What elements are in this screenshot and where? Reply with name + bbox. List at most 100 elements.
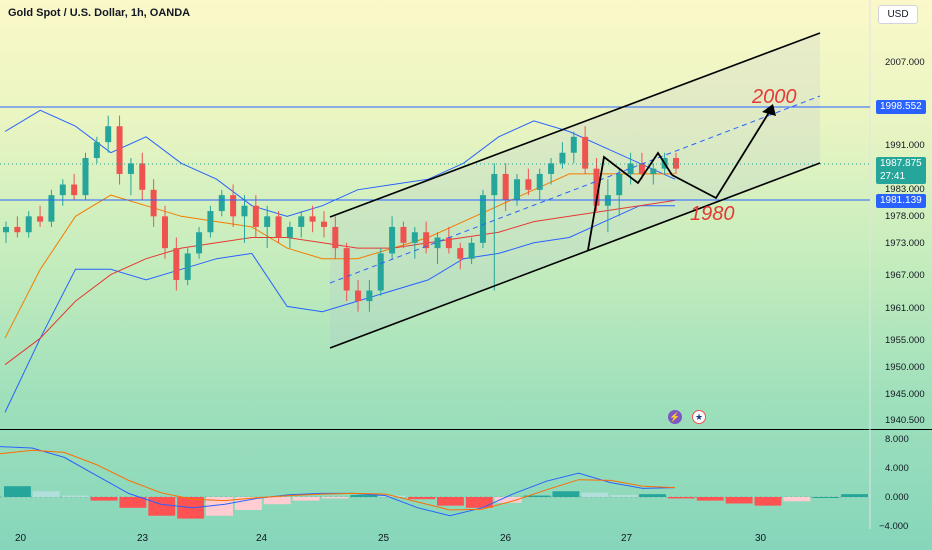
candle-body <box>173 248 180 280</box>
macd-tick: 0.000 <box>885 492 909 503</box>
candle-body <box>570 136 577 153</box>
lightning-event-icon[interactable]: ⚡ <box>668 410 682 424</box>
candle-body <box>638 163 645 174</box>
macd-histogram-bar <box>552 491 580 497</box>
candle-body <box>184 253 191 280</box>
candle-body <box>320 221 327 227</box>
candle-body <box>616 173 623 196</box>
candle-body <box>423 232 430 249</box>
candle-body <box>207 211 214 233</box>
time-tick: 20 <box>15 533 27 544</box>
candle-body <box>161 216 168 249</box>
macd-histogram-bar <box>667 497 695 499</box>
macd-histogram-bar <box>437 497 464 506</box>
macd-histogram-bar <box>841 494 868 497</box>
target-2000-label: 2000 <box>752 86 797 108</box>
macd-panel <box>0 429 932 529</box>
macd-lines <box>0 446 676 517</box>
time-tick: 24 <box>256 533 268 544</box>
channel-upper-line <box>329 32 821 218</box>
candle-body <box>275 216 282 238</box>
macd-histogram-bar <box>754 497 782 506</box>
ma-red-line <box>4 199 676 366</box>
channel-fill <box>330 33 820 348</box>
candle-body <box>343 248 350 291</box>
candle-body <box>650 168 657 174</box>
price-tick: 1955.000 <box>885 335 925 346</box>
candle-body <box>445 237 452 249</box>
macd-histogram-bar <box>148 497 176 516</box>
target-1980-label: 1980 <box>690 203 735 225</box>
candle-body <box>434 237 441 249</box>
macd-histogram-bar <box>696 497 724 501</box>
candle-body <box>14 226 21 233</box>
macd-histogram-bar <box>32 491 60 497</box>
macd-histogram-bar <box>581 492 609 497</box>
candle-body <box>241 205 248 217</box>
candle-body <box>525 179 532 190</box>
price-tick: 1983.000 <box>885 184 925 195</box>
currency-button[interactable]: USD <box>878 5 918 24</box>
macd-histogram-bar <box>119 497 147 508</box>
candle-body <box>25 216 32 233</box>
macd-histogram-bar <box>408 497 435 500</box>
candle-body <box>230 195 237 217</box>
macd-histogram-bar <box>263 497 291 505</box>
macd-tick: 8.000 <box>885 434 909 445</box>
moving-averages <box>4 173 676 366</box>
candle-body <box>196 232 203 254</box>
macd-histogram-bar <box>4 486 31 497</box>
candle-body <box>673 158 679 169</box>
candle-body <box>559 152 566 164</box>
candle-body <box>252 205 259 227</box>
candlestick-series <box>3 115 679 312</box>
macd-histogram-bar <box>639 494 666 497</box>
candle-body <box>309 216 316 222</box>
candle-body <box>582 136 589 169</box>
candle-countdown: 27:41 <box>880 171 906 182</box>
price-tick: 2007.000 <box>885 57 925 68</box>
price-tick: 1978.000 <box>885 211 925 222</box>
candle-body <box>3 226 9 233</box>
projection-arrowhead <box>762 104 776 116</box>
macd-histogram-bar <box>61 495 89 497</box>
channel-lower-line <box>329 162 821 349</box>
time-tick: 30 <box>755 533 767 544</box>
candle-body <box>400 226 407 243</box>
candle-body <box>298 216 305 227</box>
candle-body <box>457 248 464 259</box>
macd-histogram <box>4 486 868 519</box>
candle-body <box>389 226 396 254</box>
current-price-value: 1987.875 <box>880 158 922 169</box>
time-tick: 27 <box>621 533 633 544</box>
macd-histogram-bar <box>234 497 262 510</box>
price-tick: 1967.000 <box>885 270 925 281</box>
support-price-tag: 1981.139 <box>876 194 926 208</box>
macd-histogram-bar <box>494 497 522 503</box>
macd-histogram-bar <box>321 497 349 499</box>
price-tick: 1961.000 <box>885 303 925 314</box>
macd-histogram-bar <box>812 497 840 498</box>
chart-title: Gold Spot / U.S. Dollar, 1h, OANDA <box>8 7 191 19</box>
macd-histogram-bar <box>292 497 320 501</box>
candle-body <box>127 163 134 174</box>
price-tick: 1973.000 <box>885 238 925 249</box>
candle-body <box>366 290 373 302</box>
macd-tick: −4.000 <box>879 521 909 532</box>
ma-orange-line <box>4 173 675 339</box>
time-tick: 26 <box>500 533 512 544</box>
macd-histogram-bar <box>610 494 638 497</box>
signal-line <box>0 449 676 511</box>
candle-body <box>593 168 600 206</box>
candle-body <box>514 179 521 201</box>
price-chart-panel <box>0 0 871 429</box>
price-tick: 1991.000 <box>885 140 925 151</box>
price-tick: 1950.000 <box>885 362 925 373</box>
candle-body <box>71 184 78 196</box>
candle-body <box>139 163 146 190</box>
candle-body <box>93 142 100 159</box>
candle-body <box>627 163 634 174</box>
us-flag-event-icon[interactable]: ★ <box>692 410 706 424</box>
bollinger-lower-line <box>4 205 675 413</box>
